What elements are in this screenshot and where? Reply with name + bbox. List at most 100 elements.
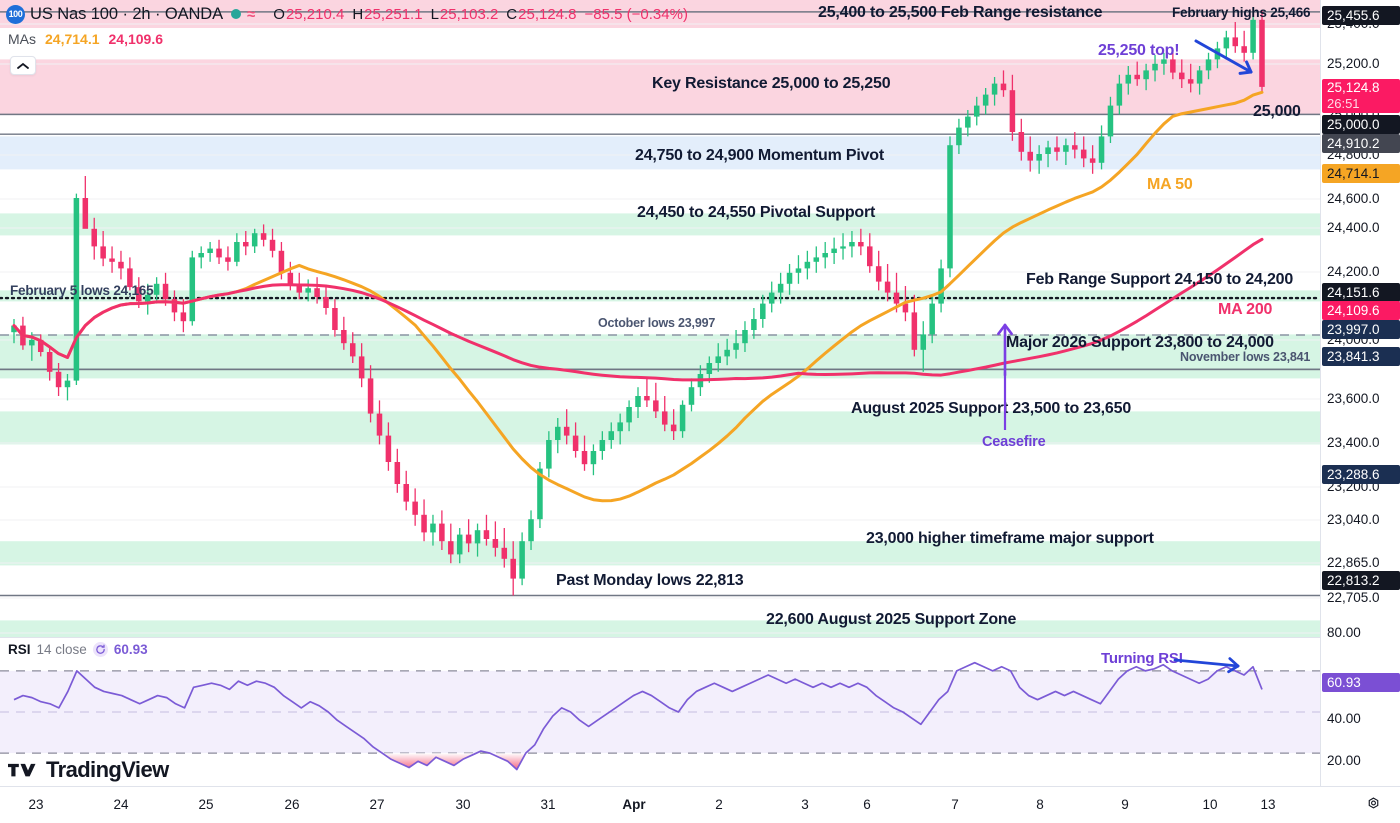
- candle-body: [180, 312, 187, 322]
- candle-body: [1241, 46, 1247, 53]
- candle-body: [91, 228, 97, 247]
- low-value: 25,103.2: [439, 5, 499, 23]
- candle-body: [1187, 79, 1194, 84]
- annotation-october-lows[interactable]: October lows 23,997: [598, 316, 716, 330]
- candle-body: [644, 396, 650, 401]
- candle-body: [528, 519, 534, 542]
- rsi-legend-name: RSI: [8, 642, 31, 657]
- annotation-level-25000[interactable]: 25,000: [1253, 103, 1301, 120]
- candle-body: [893, 292, 900, 304]
- candle-body: [1000, 83, 1007, 91]
- annotation-february-highs[interactable]: February highs 25,466: [1172, 5, 1311, 20]
- candle-body: [546, 440, 552, 469]
- annotation-february-5-lows[interactable]: February 5 lows 24,165: [10, 283, 154, 298]
- rsi-line: [13, 661, 1263, 771]
- annotation-past-monday-lows[interactable]: Past Monday lows 22,813: [556, 572, 744, 589]
- candle-body: [198, 253, 204, 258]
- candle-body: [171, 299, 178, 313]
- annotation-turning-rsi[interactable]: Turning RSI: [1101, 650, 1183, 667]
- price-axis[interactable]: 25,400.025,200.025,000.024,800.024,600.0…: [1320, 0, 1400, 786]
- candle-body: [733, 343, 739, 350]
- candle-body: [653, 400, 659, 412]
- candle-body: [1161, 59, 1167, 64]
- symbol-legend[interactable]: 100 US Nas 100 · 2h · OANDA ≈ O 25,210.4 …: [6, 3, 688, 25]
- chart-settings-button[interactable]: [1365, 796, 1382, 818]
- candle-body: [243, 242, 249, 247]
- rsi-chart-canvas: [0, 661, 1320, 771]
- candle-body: [323, 297, 329, 308]
- price-axis-tick: 22,865.0: [1327, 555, 1380, 570]
- candle-body: [831, 248, 837, 253]
- candle-body: [1250, 19, 1256, 53]
- annotation-major-2026-support[interactable]: Major 2026 Support 23,800 to 24,000: [1006, 334, 1274, 351]
- time-axis-tick: 31: [540, 797, 556, 812]
- time-axis[interactable]: 23 24 25 26 27 30 31 Apr 2 3 6 7 8 9 10 13: [0, 786, 1400, 823]
- candle-body: [991, 83, 998, 95]
- candle-body: [430, 523, 436, 533]
- candle-body: [1072, 145, 1078, 150]
- refresh-icon[interactable]: [92, 642, 108, 657]
- annotation-top-call[interactable]: 25,250 top!: [1098, 42, 1180, 59]
- candle-body: [804, 261, 811, 269]
- candle-body: [37, 339, 44, 352]
- annotation-feb-range-resistance[interactable]: 25,400 to 25,500 Feb Range resistance: [818, 4, 1103, 21]
- annotation-key-resistance[interactable]: Key Resistance 25,000 to 25,250: [652, 75, 891, 92]
- time-axis-tick: 23: [28, 797, 44, 812]
- candle-body: [768, 292, 775, 304]
- candle-body: [626, 407, 632, 423]
- ma-legend-label: MAs: [8, 31, 36, 47]
- collapse-pane-button[interactable]: [10, 56, 36, 75]
- annotation-november-lows[interactable]: November lows 23,841: [1180, 350, 1311, 364]
- candle-body: [251, 233, 258, 247]
- price-axis-pill[interactable]: 24,714.1: [1322, 164, 1400, 183]
- current-price-label[interactable]: 25,124.8 26:51: [1322, 79, 1400, 113]
- price-axis-tick: 20.00: [1327, 753, 1361, 768]
- candle-body: [715, 356, 721, 363]
- price-axis-pill[interactable]: 25,455.6: [1322, 6, 1400, 25]
- price-axis-pill[interactable]: 23,997.0: [1322, 320, 1400, 339]
- annotation-ma200-label[interactable]: MA 200: [1218, 301, 1273, 318]
- candle-body: [332, 308, 338, 330]
- price-axis-pill[interactable]: 23,841.3: [1322, 347, 1400, 366]
- rsi-indicator-pane[interactable]: [0, 638, 1320, 786]
- time-axis-tick: 3: [801, 797, 809, 812]
- annotation-ma50-label[interactable]: MA 50: [1147, 176, 1193, 193]
- candle-body: [608, 431, 615, 440]
- current-price-value: 25,124.8: [1327, 80, 1380, 95]
- candle-body: [225, 257, 231, 262]
- candle-body: [376, 413, 383, 436]
- candle-body: [920, 334, 927, 350]
- time-axis-tick: 27: [369, 797, 385, 812]
- annotation-htf-major-support[interactable]: 23,000 higher timeframe major support: [866, 530, 1154, 547]
- gear-icon: [1368, 797, 1379, 809]
- price-axis-pill[interactable]: 23,288.6: [1322, 465, 1400, 484]
- annotation-ceasefire[interactable]: Ceasefire: [982, 434, 1046, 450]
- price-axis-tick: 24,600.0: [1327, 191, 1380, 206]
- rsi-legend[interactable]: RSI 14 close 60.93: [8, 642, 148, 657]
- price-axis-pill[interactable]: 25,000.0: [1322, 115, 1400, 134]
- candle-body: [661, 411, 668, 425]
- candle-body: [421, 514, 427, 533]
- price-axis-pill[interactable]: 24,151.6: [1322, 283, 1400, 302]
- candle-body: [367, 378, 374, 414]
- moving-averages-legend[interactable]: MAs 24,714.1 24,109.6: [8, 31, 163, 47]
- price-axis-tick: 24,200.0: [1327, 264, 1380, 279]
- candle-body: [840, 246, 846, 249]
- symbol-title[interactable]: US Nas 100 · 2h · OANDA: [30, 4, 224, 23]
- candle-body: [555, 426, 561, 440]
- annotation-august-2025-support[interactable]: August 2025 Support 23,500 to 23,650: [851, 400, 1132, 417]
- annotation-august-support-zone[interactable]: 22,600 August 2025 Support Zone: [766, 611, 1017, 628]
- candle-body: [1223, 37, 1230, 49]
- price-axis-pill[interactable]: 60.93: [1322, 673, 1400, 692]
- annotation-feb-range-support[interactable]: Feb Range Support 24,150 to 24,200: [1026, 271, 1294, 288]
- candle-body: [1054, 147, 1060, 152]
- price-axis-pill[interactable]: 24,910.2: [1322, 134, 1400, 153]
- annotation-pivotal-support[interactable]: 24,450 to 24,550 Pivotal Support: [637, 204, 876, 221]
- annotation-momentum-pivot[interactable]: 24,750 to 24,900 Momentum Pivot: [635, 147, 885, 164]
- price-axis-pill[interactable]: 24,109.6: [1322, 301, 1400, 320]
- price-axis-pill[interactable]: 22,813.2: [1322, 571, 1400, 590]
- candle-body: [100, 246, 106, 259]
- candle-body: [617, 422, 623, 432]
- candle-body: [1027, 151, 1033, 161]
- price-axis-tick: 23,600.0: [1327, 391, 1380, 406]
